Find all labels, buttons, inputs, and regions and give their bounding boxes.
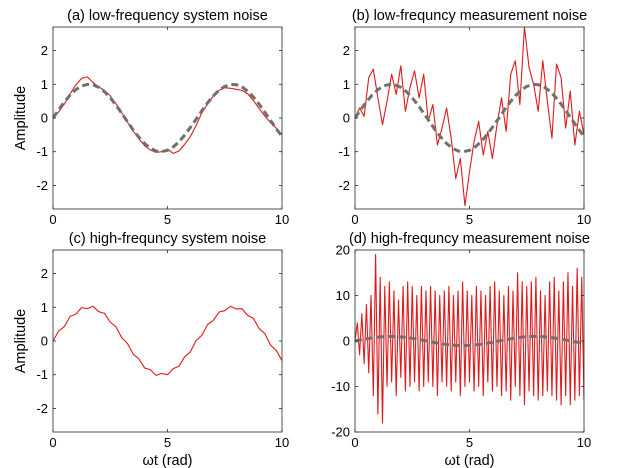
reference-sine-line-d [355, 334, 584, 348]
y-tick-label: -10 [331, 379, 350, 394]
y-tick-label: 1 [343, 77, 350, 92]
y-tick-label: 20 [336, 243, 350, 258]
x-tick-label: 5 [466, 212, 473, 227]
axes-box-a [52, 26, 283, 210]
y-axis-label: Amplitude [13, 309, 29, 373]
y-tick-label: -1 [36, 367, 48, 382]
x-tick-label: 5 [164, 435, 171, 450]
noisy-signal-line-c [53, 305, 282, 376]
panel-title: (b) low-frequncy measurement noise [352, 8, 587, 24]
y-tick-label: 1 [41, 300, 48, 315]
x-tick-label: 5 [466, 435, 473, 450]
panel-title: (c) high-frequncy system noise [69, 231, 266, 247]
y-axis-label: Amplitude [13, 86, 29, 150]
y-tick-label: 2 [41, 266, 48, 281]
panel-c: 0 5 10 -2 -1 0 1 2 (c) high-frequncy system nois… [13, 231, 289, 468]
noisy-signal-line-a [53, 76, 282, 154]
y-tick-label: 0 [343, 111, 350, 126]
y-tick-label: -2 [36, 178, 48, 193]
x-axis-label: ωt (rad) [143, 453, 193, 468]
panel-a: 0 5 10 -2 -1 0 1 2 (a) low-frequency system nois… [13, 8, 289, 227]
x-tick-label: 0 [351, 435, 358, 450]
y-tick-label: 2 [41, 43, 48, 58]
y-tick-label: 10 [336, 288, 350, 303]
y-tick-label: -2 [36, 401, 48, 416]
y-tick-label: -20 [331, 425, 350, 440]
x-tick-label: 10 [275, 212, 289, 227]
y-tick-label: 2 [343, 43, 350, 58]
x-tick-label: 0 [351, 212, 358, 227]
noisy-signal-line-d [355, 254, 584, 424]
y-tick-label: -2 [338, 178, 350, 193]
noisy-signal-line-b [355, 27, 584, 207]
y-tick-label: 0 [41, 334, 48, 349]
y-tick-label: -1 [338, 144, 350, 159]
panel-d: 0 5 10 -20 -10 0 10 20(d) high-frequncy measure… [331, 231, 591, 468]
axes-box-c [52, 249, 283, 433]
y-tick-label: 1 [41, 77, 48, 92]
x-tick-label: 5 [164, 212, 171, 227]
y-tick-label: 0 [343, 334, 350, 349]
x-tick-label: 0 [49, 212, 56, 227]
y-tick-label: -1 [36, 144, 48, 159]
x-tick-label: 10 [275, 435, 289, 450]
x-tick-label: 10 [577, 435, 591, 450]
axes-box-d [354, 249, 585, 433]
panel-title: (d) high-frequncy measurement noise [349, 231, 590, 247]
reference-sine-line-b [355, 82, 584, 154]
x-tick-label: 0 [49, 435, 56, 450]
reference-sine-line-a [53, 82, 282, 154]
x-tick-label: 10 [577, 212, 591, 227]
x-axis-label: ωt (rad) [445, 453, 495, 468]
panel-b: 0 5 10 -2 -1 0 1 2 (b) low-frequncy measurement … [338, 8, 591, 227]
y-tick-label: 0 [41, 111, 48, 126]
panel-title: (a) low-frequency system noise [67, 8, 268, 24]
